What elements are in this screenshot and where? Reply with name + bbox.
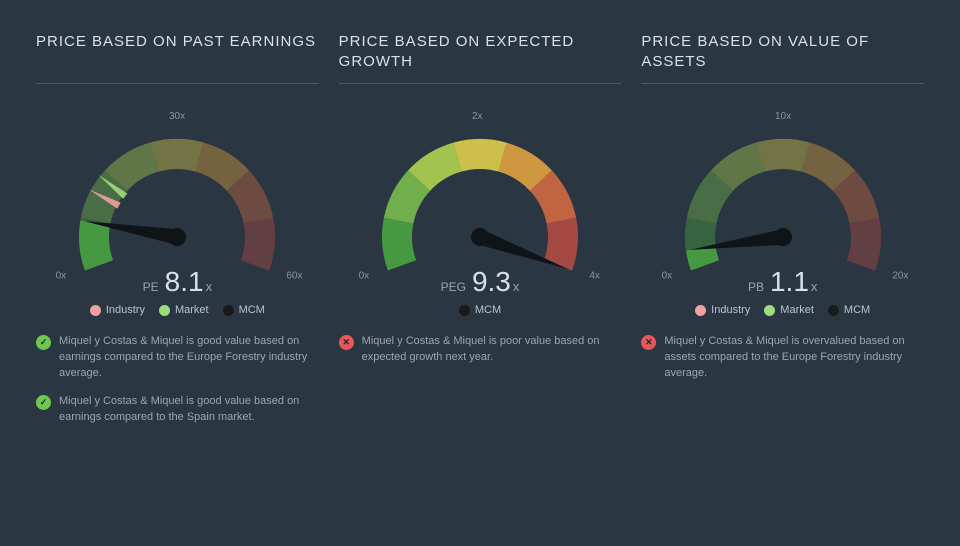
legend: Industry Market MCM (36, 304, 319, 316)
note-text: Miquel y Costas & Miquel is good value b… (59, 394, 319, 426)
legend-dot (459, 305, 470, 316)
valuation-panel: PRICE BASED ON VALUE OF ASSETS 0x10x20xPB… (641, 32, 924, 438)
valuation-panel: PRICE BASED ON EXPECTED GROWTH 0x2x4xPEG 9… (339, 32, 622, 438)
gauge-scale-label: 2x (472, 111, 483, 122)
metric-label: PE (143, 280, 159, 294)
notes: ✓ Miquel y Costas & Miquel is good value … (36, 334, 319, 426)
valuation-panel: PRICE BASED ON PAST EARNINGS 0x30x60xPE 8.… (36, 32, 319, 438)
legend-item: MCM (459, 304, 501, 316)
legend-label: Market (175, 304, 209, 316)
gauge-scale-label: 10x (775, 111, 791, 122)
notes: ✕ Miquel y Costas & Miquel is poor value … (339, 334, 622, 366)
metric-suffix: x (206, 279, 213, 294)
metric-label: PEG (441, 280, 466, 294)
metric-value: 8.1 (165, 266, 204, 298)
metric-row: PE 8.1x (36, 266, 319, 298)
panel-title: PRICE BASED ON VALUE OF ASSETS (641, 32, 924, 84)
gauge: 0x30x60x (47, 102, 307, 282)
legend: MCM (339, 304, 622, 316)
metric-suffix: x (513, 279, 520, 294)
note-text: Miquel y Costas & Miquel is poor value b… (362, 334, 622, 366)
gauge: 0x10x20x (653, 102, 913, 282)
gauge: 0x2x4x (350, 102, 610, 282)
legend-label: MCM (844, 304, 870, 316)
legend-dot (90, 305, 101, 316)
legend-item: Industry (695, 304, 750, 316)
legend-item: MCM (828, 304, 870, 316)
legend-label: Industry (711, 304, 750, 316)
metric-suffix: x (811, 279, 818, 294)
legend-dot (223, 305, 234, 316)
legend-item: Industry (90, 304, 145, 316)
legend-label: Market (780, 304, 814, 316)
panel-title: PRICE BASED ON PAST EARNINGS (36, 32, 319, 84)
note: ✓ Miquel y Costas & Miquel is good value … (36, 394, 319, 426)
metric-row: PEG 9.3x (339, 266, 622, 298)
check-icon: ✓ (36, 335, 51, 350)
legend: Industry Market MCM (641, 304, 924, 316)
legend-dot (828, 305, 839, 316)
legend-item: Market (764, 304, 814, 316)
panel-title: PRICE BASED ON EXPECTED GROWTH (339, 32, 622, 84)
notes: ✕ Miquel y Costas & Miquel is overvalued … (641, 334, 924, 382)
note: ✕ Miquel y Costas & Miquel is overvalued … (641, 334, 924, 382)
legend-item: MCM (223, 304, 265, 316)
legend-label: MCM (239, 304, 265, 316)
metric-value: 9.3 (472, 266, 511, 298)
metric-label: PB (748, 280, 764, 294)
cross-icon: ✕ (641, 335, 656, 350)
legend-dot (764, 305, 775, 316)
check-icon: ✓ (36, 395, 51, 410)
note-text: Miquel y Costas & Miquel is overvalued b… (664, 334, 924, 382)
legend-item: Market (159, 304, 209, 316)
legend-dot (159, 305, 170, 316)
dashboard-container: PRICE BASED ON PAST EARNINGS 0x30x60xPE 8.… (0, 0, 960, 470)
gauge-scale-label: 30x (169, 111, 185, 122)
legend-label: MCM (475, 304, 501, 316)
note: ✓ Miquel y Costas & Miquel is good value … (36, 334, 319, 382)
legend-dot (695, 305, 706, 316)
metric-row: PB 1.1x (641, 266, 924, 298)
note-text: Miquel y Costas & Miquel is good value b… (59, 334, 319, 382)
note: ✕ Miquel y Costas & Miquel is poor value … (339, 334, 622, 366)
cross-icon: ✕ (339, 335, 354, 350)
legend-label: Industry (106, 304, 145, 316)
metric-value: 1.1 (770, 266, 809, 298)
